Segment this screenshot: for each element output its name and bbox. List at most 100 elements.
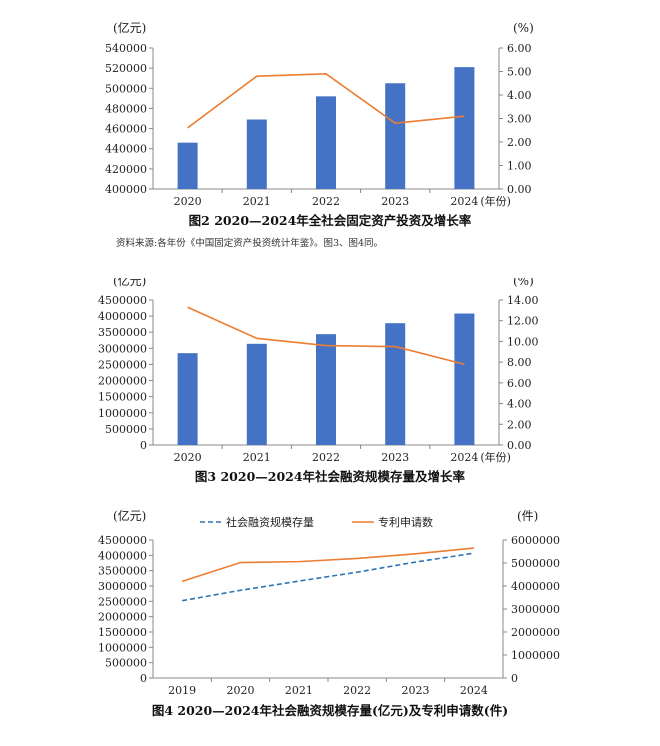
chart4-left-tick-label: 500000 <box>105 657 147 670</box>
chart-fig2-title: 图2 2020—2024年全社会固定资产投资及增长率 <box>188 213 472 228</box>
chart-fig4-svg: 0 500000 1000000 1500000 2000000 2500000 30000… <box>98 508 560 697</box>
chart4-left-tick-label: 2000000 <box>98 611 147 624</box>
chart2-x-tick-label: 2021 <box>243 195 271 208</box>
chart4-left-tick-label: 4500000 <box>98 534 147 547</box>
chart3-right-tick-label: 4.00 <box>507 398 532 411</box>
chart3-x-tick-label: 2022 <box>312 451 340 464</box>
chart3-left-tick-label: 4000000 <box>98 310 147 323</box>
chart4-legend-label: 社会融资规模存量 <box>226 515 314 529</box>
chart4-left-unit: (亿元) <box>113 508 146 523</box>
chart4-x-tick-label: 2020 <box>227 684 255 697</box>
chart4-right-tick-label: 3000000 <box>511 603 560 616</box>
chart4-right-tick-label: 5000000 <box>511 557 560 570</box>
chart-fig2-svg: 400000 420000 440000 460000 480000 500000 5200… <box>105 20 534 208</box>
chart4-x-tick-label: 2024 <box>460 684 488 697</box>
chart4-left-tick-label: 3000000 <box>98 580 147 593</box>
chart4-right-tick-label: 1000000 <box>511 649 560 662</box>
chart3-right-tick-label: 8.00 <box>507 356 532 369</box>
chart2-bar <box>454 67 475 189</box>
chart3-left-tick-label: 4500000 <box>98 294 147 307</box>
chart2-right-tick-label: 2.00 <box>507 136 532 149</box>
chart4-x-tick-label: 2019 <box>168 684 196 697</box>
chart2-left-tick-label: 420000 <box>105 163 147 176</box>
chart3-x-tick-label: 2020 <box>174 451 202 464</box>
chart3-right-unit: (%) <box>513 278 534 288</box>
chart4-left-tick-label: 4000000 <box>98 549 147 562</box>
chart4-left-tick-label: 1000000 <box>98 641 147 654</box>
chart3-left-tick-label: 1000000 <box>98 407 147 420</box>
chart3-x-tick-label: 2024 <box>450 451 478 464</box>
chart2-right-tick-label: 0.00 <box>507 183 532 196</box>
chart2-left-tick-label: 500000 <box>105 82 147 95</box>
chart-fig3-title: 图3 2020—2024年社会融资规模存量及增长率 <box>194 469 466 484</box>
chart2-x-tick-label: 2022 <box>312 195 340 208</box>
chart2-right-tick-label: 1.00 <box>507 160 532 173</box>
chart3-bar <box>316 334 336 445</box>
chart2-left-tick-label: 480000 <box>105 102 147 115</box>
chart4-right-tick-label: 6000000 <box>511 534 560 547</box>
chart2-left-tick-label: 440000 <box>105 143 147 156</box>
chart-fig4: 0 500000 1000000 1500000 2000000 2500000 30000… <box>0 508 660 698</box>
chart2-right-tick-label: 5.00 <box>507 66 532 79</box>
chart2-line-series-1 <box>187 73 465 129</box>
chart2-bar <box>246 119 267 189</box>
chart4-x-tick-label: 2021 <box>285 684 313 697</box>
chart-fig3: 0 500000 1000000 1500000 2000000 2500000 30000… <box>0 273 660 468</box>
chart3-left-tick-label: 1500000 <box>98 391 147 404</box>
chart-fig4-title: 图4 2020—2024年社会融资规模存量(亿元)及专利申请数(件) <box>151 703 509 718</box>
chart2-left-unit: (亿元) <box>113 20 146 35</box>
chart3-right-tick-label: 14.00 <box>507 294 539 307</box>
chart3-left-tick-label: 0 <box>140 439 147 452</box>
chart3-left-tick-label: 2500000 <box>98 358 147 371</box>
chart2-x-unit: (年份) <box>480 194 511 208</box>
chart2-left-tick-label: 460000 <box>105 123 147 136</box>
chart2-left-tick-label: 520000 <box>105 62 147 75</box>
chart4-line-series-1 <box>181 547 474 583</box>
chart4-left-tick-label: 3500000 <box>98 565 147 578</box>
chart2-right-tick-label: 3.00 <box>507 113 532 126</box>
chart3-left-tick-label: 2000000 <box>98 375 147 388</box>
chart4-x-tick-label: 2022 <box>343 684 371 697</box>
chart2-x-tick-label: 2020 <box>174 195 202 208</box>
chart3-left-tick-label: 3500000 <box>98 326 147 339</box>
chart2-x-tick-label: 2024 <box>450 195 478 208</box>
chart3-x-tick-label: 2023 <box>381 451 409 464</box>
chart3-right-tick-label: 0.00 <box>507 439 532 452</box>
chart2-bar <box>316 96 336 189</box>
chart3-left-tick-label: 500000 <box>105 423 147 436</box>
chart4-left-tick-label: 0 <box>140 672 147 685</box>
chart-fig3-svg: 0 500000 1000000 1500000 2000000 2500000 30000… <box>98 273 539 464</box>
chart3-left-tick-label: 3000000 <box>98 342 147 355</box>
chart3-line-series-1 <box>187 306 465 365</box>
chart3-bar <box>246 343 267 445</box>
chart3-bar <box>454 313 475 445</box>
chart3-bar <box>177 353 198 445</box>
chart3-right-tick-label: 2.00 <box>507 418 532 431</box>
chart2-bar <box>385 83 406 189</box>
chart4-right-tick-label: 2000000 <box>511 626 560 639</box>
chart-fig2: 400000 420000 440000 460000 480000 500000 5200… <box>0 0 660 210</box>
chart-fig2-source: 资料来源:各年份《中国固定资产投资统计年鉴》。图3、图4同。 <box>116 238 384 249</box>
chart3-right-tick-label: 6.00 <box>507 377 532 390</box>
chart3-right-tick-label: 10.00 <box>507 335 539 348</box>
chart2-left-tick-label: 540000 <box>105 42 147 55</box>
chart3-x-unit: (年份) <box>480 450 511 464</box>
chart3-bar <box>385 323 406 445</box>
chart4-right-tick-label: 4000000 <box>511 580 560 593</box>
chart3-left-unit: (亿元) <box>113 278 146 288</box>
chart4-legend-label: 专利申请数 <box>378 515 433 529</box>
chart4-right-tick-label: 0 <box>511 672 518 685</box>
chart3-x-tick-label: 2021 <box>243 451 271 464</box>
chart4-left-tick-label: 2500000 <box>98 595 147 608</box>
chart2-x-tick-label: 2023 <box>381 195 409 208</box>
chart4-left-tick-label: 1500000 <box>98 626 147 639</box>
chart4-line-series-0 <box>182 552 474 602</box>
chart3-right-tick-label: 12.00 <box>507 315 539 328</box>
chart2-bar <box>177 142 198 189</box>
chart2-left-tick-label: 400000 <box>105 183 147 196</box>
chart4-x-tick-label: 2023 <box>402 684 430 697</box>
chart2-right-tick-label: 6.00 <box>507 42 532 55</box>
chart2-right-unit: (%) <box>513 21 534 35</box>
chart4-right-unit: (件) <box>517 509 538 523</box>
chart2-right-tick-label: 4.00 <box>507 89 532 102</box>
